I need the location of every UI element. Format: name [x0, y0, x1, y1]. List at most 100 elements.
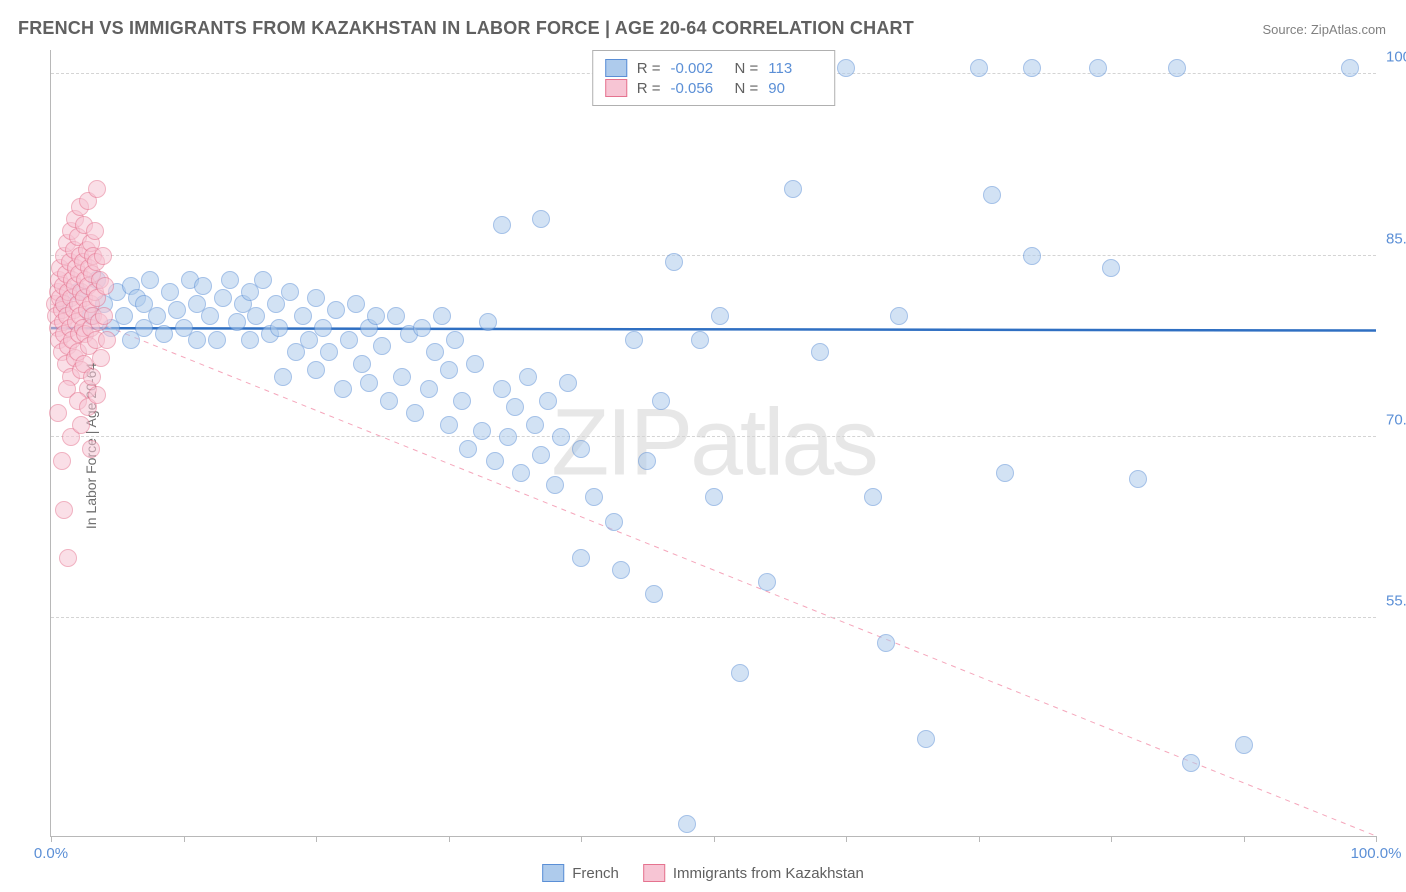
scatter-point — [92, 349, 110, 367]
scatter-point — [638, 452, 656, 470]
series-legend: French Immigrants from Kazakhstan — [542, 864, 864, 882]
scatter-point — [811, 343, 829, 361]
scatter-point — [877, 634, 895, 652]
scatter-point — [446, 331, 464, 349]
scatter-point — [433, 307, 451, 325]
scatter-point — [320, 343, 338, 361]
r-value: -0.002 — [671, 60, 725, 77]
scatter-point — [96, 277, 114, 295]
scatter-point — [493, 216, 511, 234]
legend-item: French — [542, 864, 619, 882]
r-label: R = — [637, 60, 661, 77]
scatter-point — [393, 368, 411, 386]
scatter-point — [214, 289, 232, 307]
scatter-point — [327, 301, 345, 319]
scatter-point — [270, 319, 288, 337]
scatter-point — [1129, 470, 1147, 488]
scatter-point — [95, 307, 113, 325]
n-value: 90 — [768, 80, 822, 97]
scatter-point — [526, 416, 544, 434]
scatter-point — [55, 501, 73, 519]
scatter-point — [314, 319, 332, 337]
scatter-point — [420, 380, 438, 398]
scatter-point — [711, 307, 729, 325]
scatter-point — [1235, 736, 1253, 754]
y-tick-label: 55.0% — [1378, 593, 1406, 610]
scatter-point — [387, 307, 405, 325]
x-tick — [714, 836, 715, 842]
scatter-point — [82, 440, 100, 458]
scatter-point — [585, 488, 603, 506]
scatter-point — [532, 210, 550, 228]
scatter-point — [367, 307, 385, 325]
legend-label: Immigrants from Kazakhstan — [673, 865, 864, 882]
scatter-point — [72, 416, 90, 434]
scatter-point — [228, 313, 246, 331]
scatter-point — [552, 428, 570, 446]
scatter-point — [479, 313, 497, 331]
chart-title: FRENCH VS IMMIGRANTS FROM KAZAKHSTAN IN … — [18, 18, 914, 39]
legend-item: Immigrants from Kazakhstan — [643, 864, 864, 882]
scatter-point — [486, 452, 504, 470]
scatter-point — [466, 355, 484, 373]
trend-line — [51, 328, 1376, 330]
scatter-point — [294, 307, 312, 325]
scatter-point — [519, 368, 537, 386]
scatter-point — [360, 374, 378, 392]
scatter-point — [406, 404, 424, 422]
legend-swatch — [542, 864, 564, 882]
gridline — [51, 436, 1376, 437]
scatter-point — [340, 331, 358, 349]
scatter-point — [459, 440, 477, 458]
scatter-point — [49, 404, 67, 422]
scatter-point — [281, 283, 299, 301]
scatter-point — [473, 422, 491, 440]
scatter-point — [572, 549, 590, 567]
scatter-point — [758, 573, 776, 591]
y-tick-label: 70.0% — [1378, 411, 1406, 428]
scatter-point — [86, 222, 104, 240]
scatter-point — [161, 283, 179, 301]
legend-swatch — [643, 864, 665, 882]
scatter-point — [53, 452, 71, 470]
scatter-point — [440, 361, 458, 379]
scatter-point — [652, 392, 670, 410]
scatter-point — [440, 416, 458, 434]
scatter-point — [678, 815, 696, 833]
scatter-point — [115, 307, 133, 325]
scatter-point — [188, 331, 206, 349]
scatter-point — [373, 337, 391, 355]
scatter-point — [1089, 59, 1107, 77]
scatter-point — [890, 307, 908, 325]
watermark: ZIPatlas — [551, 389, 875, 498]
scatter-point — [539, 392, 557, 410]
scatter-point — [996, 464, 1014, 482]
scatter-point — [691, 331, 709, 349]
x-tick — [449, 836, 450, 842]
x-tick-label: 100.0% — [1351, 845, 1402, 862]
scatter-point — [1023, 247, 1041, 265]
scatter-point — [141, 271, 159, 289]
y-tick-label: 100.0% — [1378, 49, 1406, 66]
r-label: R = — [637, 80, 661, 97]
scatter-point — [665, 253, 683, 271]
legend-label: French — [572, 865, 619, 882]
scatter-point — [413, 319, 431, 337]
legend-swatch — [605, 79, 627, 97]
scatter-point — [88, 386, 106, 404]
scatter-chart: ZIPatlas R =-0.002N =113R =-0.056N =90 5… — [50, 50, 1376, 837]
n-label: N = — [735, 60, 759, 77]
scatter-point — [559, 374, 577, 392]
scatter-point — [201, 307, 219, 325]
scatter-point — [645, 585, 663, 603]
scatter-point — [731, 664, 749, 682]
scatter-point — [784, 180, 802, 198]
scatter-point — [254, 271, 272, 289]
scatter-point — [426, 343, 444, 361]
scatter-point — [168, 301, 186, 319]
scatter-point — [307, 361, 325, 379]
scatter-point — [625, 331, 643, 349]
scatter-point — [506, 398, 524, 416]
scatter-point — [353, 355, 371, 373]
scatter-point — [705, 488, 723, 506]
